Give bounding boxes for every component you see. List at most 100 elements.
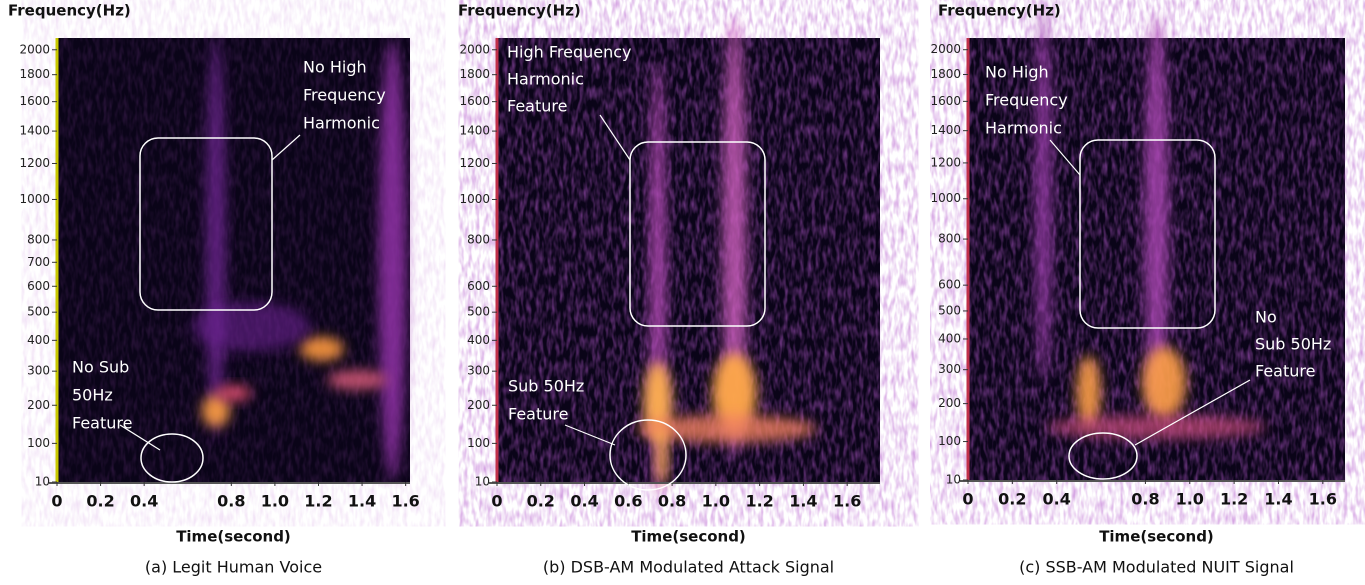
spectrogram-energy <box>1046 414 1267 439</box>
spectrogram-energy <box>201 394 230 427</box>
spectrogram-noise <box>497 38 880 482</box>
y-tick-label: 1600 <box>19 94 50 108</box>
spectrogram-energy <box>299 336 344 361</box>
y-tick-label: 200 <box>467 398 490 412</box>
annotation: Frequency <box>985 91 1068 110</box>
caption: (a) Legit Human Voice <box>145 558 322 577</box>
y-tick-label: 1400 <box>459 124 490 138</box>
leader-line <box>119 424 161 451</box>
y-tick-label: 600 <box>27 279 50 293</box>
spectrogram-energy <box>636 414 817 443</box>
y-tick-label: 400 <box>938 331 961 345</box>
spectrogram-energy <box>722 17 747 458</box>
x-tick-label: 0.4 <box>1043 490 1071 509</box>
y-tick-label: 2000 <box>19 42 50 56</box>
x-tick-label: 0.8 <box>658 492 686 511</box>
x-axis-title: Time(second) <box>176 528 291 546</box>
spectrogram-energy <box>205 37 226 438</box>
y-tick-label: 1800 <box>19 67 50 81</box>
y-tick-label: 800 <box>938 232 961 246</box>
spectrogram-energy <box>327 369 388 390</box>
x-tick-label: 1.0 <box>702 492 730 511</box>
y-tick-label: 300 <box>938 362 961 376</box>
y-tick-label: 1200 <box>930 155 961 169</box>
x-tick-label: 0.4 <box>570 492 598 511</box>
annotation: Feature <box>72 414 132 433</box>
panel: 10 100 200 300 400 500 600 800 1000 1200 1400 1600 1… <box>930 2 1345 577</box>
y-tick-label: 200 <box>938 396 961 410</box>
y-tick-label: 1200 <box>459 156 490 170</box>
y-tick-label: 2000 <box>459 42 490 56</box>
y-tick-label: 500 <box>467 305 490 319</box>
y-tick-label: 700 <box>27 255 50 269</box>
x-tick-label: 1.2 <box>745 492 773 511</box>
y-tick-label: 600 <box>938 278 961 292</box>
y-tick-label: 400 <box>467 333 490 347</box>
y-tick-label: 800 <box>27 232 50 246</box>
annotation: No <box>1255 308 1277 327</box>
panel: 10 100 200 300 400 500 600 700 800 1000 1200 1400 16… <box>8 2 420 577</box>
annotation: High Frequency <box>507 43 632 62</box>
x-tick-label: 0.2 <box>527 492 555 511</box>
highlight-ellipse <box>1068 432 1138 480</box>
y-axis-title: Frequency(Hz) <box>8 2 131 20</box>
annotation: Harmonic <box>303 114 380 133</box>
y-tick-label: 1600 <box>459 94 490 108</box>
y-tick-label: 200 <box>27 398 50 412</box>
y-tick-label: 1800 <box>930 67 961 81</box>
y-tick-label: 1800 <box>459 67 490 81</box>
annotation: Feature <box>508 405 568 424</box>
x-tick-label: 1.2 <box>304 492 332 511</box>
x-tick-label: 1.4 <box>789 492 817 511</box>
annotation: Sub 50Hz <box>1255 335 1331 354</box>
y-tick-label: 800 <box>467 232 490 246</box>
y-axis-title: Frequency(Hz) <box>938 2 1061 20</box>
x-tick-label: 0.2 <box>86 492 114 511</box>
annotation: Feature <box>1255 362 1315 381</box>
x-tick-label: 1.4 <box>348 492 376 511</box>
leader-line <box>564 424 616 446</box>
x-tick-label: 0 <box>962 490 973 509</box>
x-tick-label: 1.6 <box>833 492 861 511</box>
annotation: Feature <box>507 97 567 116</box>
y-tick-label: 10 <box>475 475 490 489</box>
x-tick-label: 0 <box>491 492 502 511</box>
x-tick-label: 0.8 <box>217 492 245 511</box>
x-tick-label: 1.4 <box>1264 490 1292 509</box>
spectrogram-energy <box>1076 355 1101 428</box>
highlight-box <box>629 141 766 327</box>
y-tick-label: 400 <box>27 333 50 347</box>
y-tick-label: 2000 <box>930 42 961 56</box>
highlight-ellipse <box>140 433 204 483</box>
highlight-box <box>139 137 273 311</box>
spectrogram-energy <box>1035 2 1052 383</box>
leader-line <box>271 134 301 161</box>
y-tick-label: 100 <box>938 434 961 448</box>
annotation: Sub 50Hz <box>508 377 584 396</box>
y-tick-label: 1400 <box>19 124 50 138</box>
y-tick-label: 1600 <box>930 94 961 108</box>
annotation: 50Hz <box>72 386 113 405</box>
annotation: No Sub <box>72 358 129 377</box>
y-tick-label: 1000 <box>19 192 50 206</box>
y-axis-title: Frequency(Hz) <box>458 2 581 20</box>
x-tick-label: 0.2 <box>998 490 1026 509</box>
y-tick-label: 1000 <box>459 192 490 206</box>
annotation: Frequency <box>303 86 386 105</box>
spectrogram-energy <box>1142 346 1187 419</box>
leader-line <box>1049 139 1081 176</box>
x-tick-label: 1.6 <box>1309 490 1337 509</box>
leader-line <box>1134 379 1251 446</box>
spectrogram-energy <box>215 385 252 402</box>
x-tick-label: 1.0 <box>1176 490 1204 509</box>
y-tick-label: 100 <box>27 436 50 450</box>
annotation: Harmonic <box>985 119 1062 138</box>
y-tick-label: 600 <box>467 279 490 293</box>
x-axis-title: Time(second) <box>631 528 746 546</box>
y-tick-label: 300 <box>467 364 490 378</box>
x-tick-label: 1.2 <box>1220 490 1248 509</box>
x-tick-label: 1.6 <box>391 492 419 511</box>
y-tick-label: 1200 <box>19 156 50 170</box>
annotation: No High <box>985 63 1049 82</box>
